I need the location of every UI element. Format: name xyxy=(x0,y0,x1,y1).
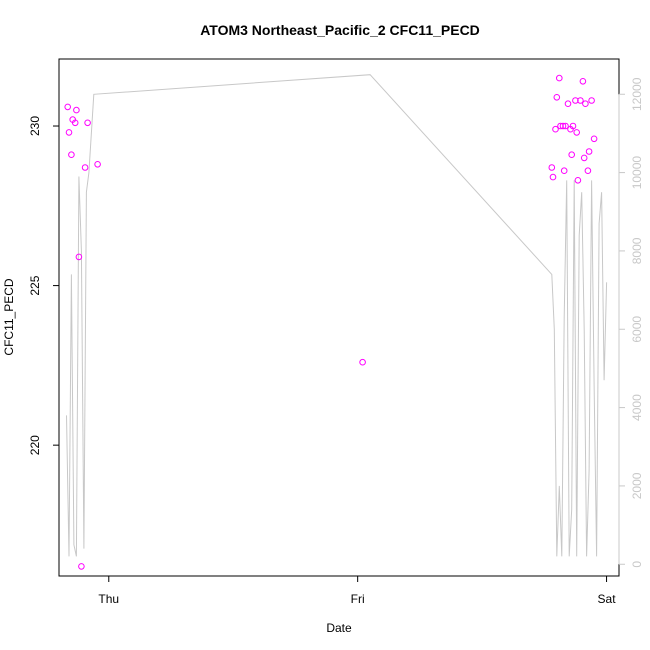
data-point xyxy=(84,119,91,127)
data-point xyxy=(73,106,80,114)
y-axis-right: 0 2000 4000 6000 8000 10000 12000 xyxy=(618,77,644,568)
data-point xyxy=(573,129,581,136)
data-point xyxy=(552,125,559,133)
line-series xyxy=(66,74,608,557)
data-point xyxy=(75,253,83,261)
data-point xyxy=(549,173,557,181)
data-point xyxy=(64,103,71,111)
y-tick-label: 225 xyxy=(28,275,42,295)
series-line xyxy=(66,74,608,557)
data-point xyxy=(78,563,85,570)
data-point xyxy=(579,78,587,85)
data-point xyxy=(584,167,592,174)
y2-tick-label: 12000 xyxy=(630,77,644,111)
y2-tick-label: 2000 xyxy=(630,472,644,499)
data-point xyxy=(557,122,564,130)
data-point xyxy=(572,97,579,104)
y2-tick-label: 10000 xyxy=(630,156,644,190)
data-point xyxy=(564,100,572,107)
data-point xyxy=(590,135,598,143)
x-tick-label: Sat xyxy=(598,592,617,606)
x-axis-label: Date xyxy=(326,621,352,635)
data-point xyxy=(569,122,577,130)
y-tick-label: 230 xyxy=(28,116,42,136)
y-axis-label: CFC11_PECD xyxy=(2,278,16,355)
data-point xyxy=(580,154,588,162)
point-series xyxy=(64,74,598,570)
data-point xyxy=(94,161,101,168)
data-point xyxy=(585,148,593,155)
data-point xyxy=(582,100,589,107)
y2-tick-label: 6000 xyxy=(630,316,644,343)
data-point xyxy=(553,94,561,101)
data-point xyxy=(577,97,584,104)
data-point xyxy=(568,151,576,158)
data-point xyxy=(560,167,568,174)
data-point xyxy=(81,164,89,171)
x-tick-label: Fri xyxy=(351,592,365,606)
data-point xyxy=(71,119,79,127)
y-axis-left: 220 225 230 xyxy=(28,116,60,455)
x-tick-label: Thu xyxy=(98,592,119,606)
y2-tick-label: 4000 xyxy=(630,394,644,421)
y-tick-label: 220 xyxy=(28,435,42,455)
data-point xyxy=(548,164,556,171)
data-point xyxy=(559,122,567,130)
y2-tick-label: 0 xyxy=(630,561,644,568)
data-point xyxy=(588,97,595,104)
data-point xyxy=(68,151,75,158)
data-point xyxy=(556,74,563,82)
chart-title: ATOM3 Northeast_Pacific_2 CFC11_PECD xyxy=(200,22,480,38)
data-point xyxy=(359,358,366,366)
data-point xyxy=(562,122,569,130)
data-point xyxy=(574,177,582,184)
y2-tick-label: 8000 xyxy=(630,237,644,264)
x-axis: Thu Fri Sat xyxy=(98,575,617,606)
data-point xyxy=(65,129,73,136)
plot-area xyxy=(58,58,620,577)
